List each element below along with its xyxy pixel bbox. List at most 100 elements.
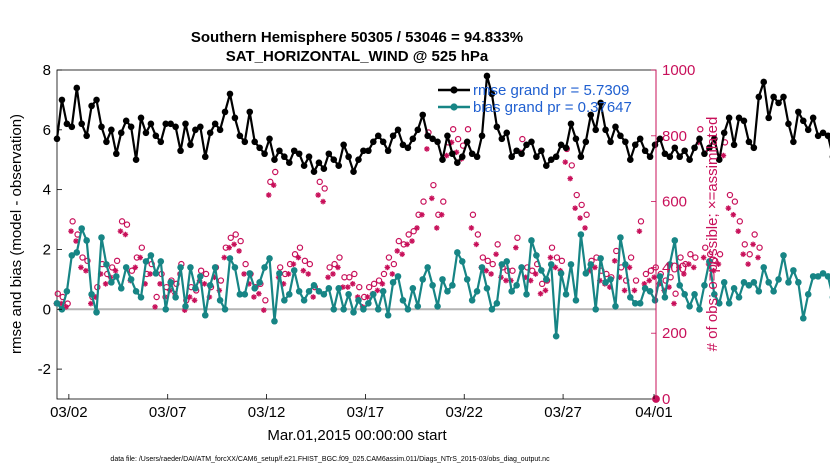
- bias-series-point: [572, 297, 580, 304]
- bias-series-point: [246, 270, 254, 277]
- rmse-series-point: [503, 129, 511, 137]
- bias-series-point: [735, 294, 743, 301]
- obs-assimilated-point: [226, 244, 232, 251]
- obs-assimilated-point: [725, 205, 732, 211]
- obs-assimilated-point: [270, 182, 277, 188]
- rmse-series-point: [488, 90, 496, 98]
- legend-rmse-marker: [450, 86, 458, 94]
- data-file-footer: data file: /Users/raeder/DAI/ATM_forcXX/…: [110, 456, 550, 463]
- bias-series-point: [612, 302, 619, 310]
- rmse-series-point: [547, 156, 555, 164]
- bias-series-point: [98, 234, 105, 241]
- bias-series-point: [226, 255, 234, 262]
- obs-possible-point: [316, 178, 323, 186]
- x-axis-label: Mar.01,2015 00:00:00 start: [267, 427, 447, 444]
- rmse-series-point: [542, 162, 550, 170]
- rmse-series-point: [330, 156, 338, 164]
- rmse-series-point: [340, 141, 347, 149]
- bias-series-point: [374, 305, 382, 313]
- bias-series-point: [300, 297, 308, 304]
- obs-assimilated-point: [532, 271, 539, 277]
- obs-assimilated-point: [122, 231, 129, 238]
- rmse-series-point: [187, 141, 194, 149]
- obs-assimilated-point: [681, 271, 687, 277]
- obs-possible-point: [672, 290, 679, 297]
- obs-possible-point: [390, 260, 398, 268]
- bias-series-point: [824, 273, 830, 280]
- obs-assimilated-point: [592, 264, 598, 271]
- obs-possible-point: [296, 244, 304, 251]
- obs-assimilated-point: [409, 238, 415, 244]
- obs-assimilated-point: [374, 287, 381, 294]
- obs-assimilated-point: [300, 267, 307, 274]
- rmse-series-point: [562, 144, 570, 152]
- rmse-series-point: [513, 147, 520, 155]
- rmse-series-point: [290, 147, 298, 155]
- obs-possible-point: [568, 162, 575, 169]
- obs-assimilated-point: [424, 146, 430, 152]
- rmse-series-point: [439, 156, 446, 164]
- obs-possible-point: [489, 260, 496, 268]
- obs-assimilated-point: [379, 281, 386, 287]
- bias-series-point: [444, 288, 451, 295]
- bias-series-point: [424, 264, 431, 271]
- bias-series-point: [740, 279, 748, 286]
- obs-possible-point: [326, 264, 333, 271]
- rmse-series-point: [666, 153, 674, 161]
- bias-series-point: [315, 288, 323, 295]
- rmse-series-point: [127, 123, 135, 131]
- bias-series-point: [666, 261, 674, 268]
- y-axis-label: rmse and bias (model - observation): [8, 114, 25, 354]
- rmse-series-point: [824, 132, 830, 140]
- rmse-series-point: [113, 150, 120, 158]
- obs-assimilated-point: [251, 294, 257, 300]
- rmse-series-point: [518, 150, 525, 158]
- obs-possible-point: [356, 283, 363, 291]
- obs-possible-point: [548, 244, 556, 251]
- rmse-series-point: [641, 147, 649, 155]
- bias-series-layer: [53, 225, 830, 340]
- rmse-series-point: [597, 99, 604, 107]
- obs-assimilated-point: [433, 225, 440, 231]
- obs-assimilated-point: [241, 271, 247, 277]
- rmse-series-point: [384, 147, 392, 155]
- bias-series-point: [547, 261, 555, 268]
- bias-series-point: [750, 279, 758, 286]
- obs-possible-point: [741, 241, 748, 248]
- rmse-series-point: [528, 138, 535, 146]
- rmse-series-point: [147, 120, 155, 128]
- rmse-series-point: [780, 93, 787, 101]
- rmse-series-point: [295, 150, 303, 158]
- y-tick-label: 4: [43, 182, 51, 199]
- rmse-series-point: [345, 153, 352, 161]
- bias-series-point: [804, 291, 812, 298]
- obs-assimilated-point: [735, 228, 742, 235]
- rmse-series-point: [162, 120, 170, 128]
- rmse-series-point: [715, 156, 723, 164]
- obs-assimilated-point: [720, 152, 727, 159]
- rmse-series-point: [508, 153, 515, 161]
- x-tick-label: 03/12: [248, 404, 286, 421]
- x-tick-label: 04/01: [635, 404, 673, 421]
- obs-assimilated-point: [473, 241, 480, 248]
- obs-assimilated-point: [63, 304, 69, 310]
- bias-series-point: [602, 279, 609, 286]
- obs-assimilated-point: [152, 304, 158, 310]
- bias-series-point: [785, 279, 792, 286]
- obs-possible-point: [632, 277, 640, 284]
- bias-series-point: [73, 249, 81, 256]
- y-tick-label: 6: [43, 122, 51, 139]
- rmse-series-point: [231, 114, 239, 122]
- bias-series-point: [597, 255, 604, 262]
- bias-series-point: [261, 264, 268, 271]
- bias-series-point: [394, 273, 402, 280]
- rmse-series-point: [117, 129, 125, 137]
- bias-series-point: [113, 273, 120, 280]
- axes-layer: -2 0 2 4 6 8 0 200 400 600 800 1000 03/02 03/07 03/12 0…: [38, 62, 696, 421]
- bias-series-point: [127, 276, 135, 283]
- obs-possible-point: [242, 260, 249, 268]
- obs-assimilated-point: [443, 152, 450, 159]
- y2-tick-label: 400: [662, 259, 687, 276]
- legend-rmse-label: rmse grand pr = 5.7309: [473, 82, 629, 99]
- obs-assimilated-point: [112, 267, 119, 274]
